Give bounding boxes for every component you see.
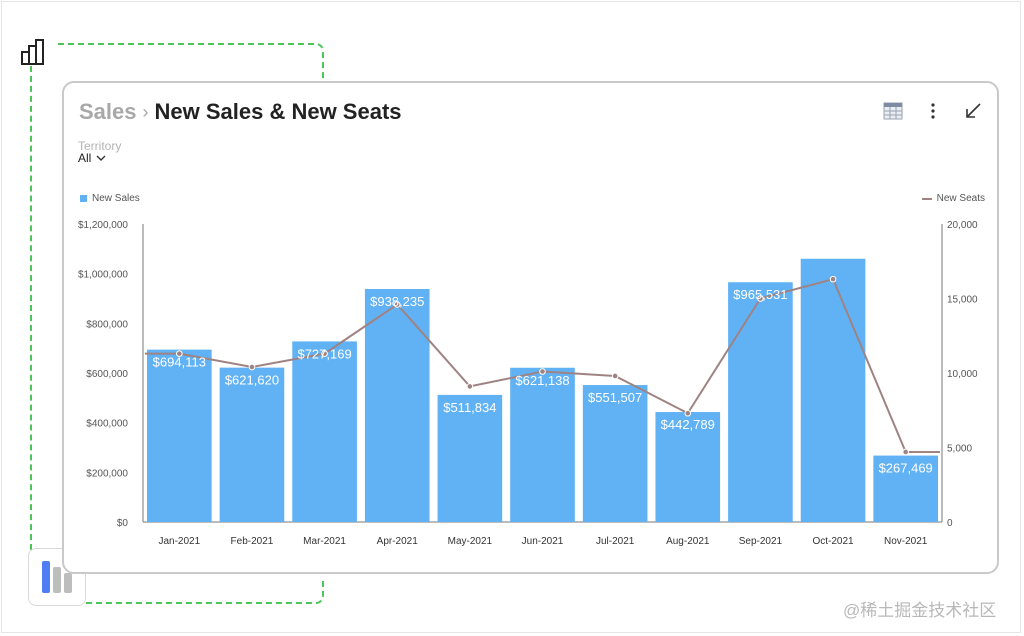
x-tick-label: Sep-2021: [739, 536, 783, 547]
territory-filter-label: Territory: [78, 139, 122, 153]
bar-new-sales: [728, 282, 793, 522]
data-label-new-sales: $727,169: [297, 346, 351, 361]
y-right-tick-label: 10,000: [947, 369, 978, 380]
legend-new-sales[interactable]: New Sales: [80, 193, 140, 204]
bar-new-sales: [873, 455, 938, 522]
point-new-seats: [248, 363, 256, 371]
point-new-seats: [757, 295, 764, 302]
chevron-down-icon: [96, 155, 106, 161]
point-new-seats: [684, 409, 692, 417]
y-left-tick-label: $600,000: [86, 369, 128, 380]
breadcrumb-sales[interactable]: Sales: [79, 99, 137, 124]
bar-new-sales: [147, 349, 212, 522]
bar-new-sales: [219, 367, 285, 522]
x-tick-label: Oct-2021: [812, 536, 854, 547]
arrow-collapse-icon[interactable]: [961, 99, 985, 123]
x-tick-label: May-2021: [448, 536, 493, 547]
legend-label-new-seats: New Seats: [936, 193, 985, 204]
bar-new-sales: [292, 341, 357, 522]
breadcrumb: Sales › New Sales & New Seats: [79, 97, 402, 127]
x-tick-label: Apr-2021: [377, 536, 419, 547]
y-left-tick-label: $0: [117, 518, 129, 529]
data-label-new-sales: $621,620: [225, 373, 279, 388]
territory-filter-value: All: [78, 151, 92, 165]
combo-chart: $0 $200,000 $400,000 $600,000 $800,000 $1,000…: [78, 220, 978, 547]
x-tick-label: Aug-2021: [666, 536, 710, 547]
data-label-new-sales: $511,834: [443, 400, 496, 415]
x-tick-label: Feb-2021: [231, 536, 274, 547]
y-left-tick-label: $1,000,000: [78, 270, 128, 281]
data-label-new-sales: $621,138: [515, 373, 569, 388]
x-tick-label: Mar-2021: [303, 536, 346, 547]
watermark: @稀土掘金技术社区: [843, 601, 997, 620]
territory-filter-dropdown[interactable]: All: [78, 151, 107, 165]
legend-swatch-bar: [80, 195, 87, 202]
point-new-seats: [539, 368, 546, 375]
x-tick-label: Jul-2021: [596, 536, 635, 547]
bar-new-sales: [655, 412, 721, 522]
y-right-tick-label: 0: [947, 518, 953, 529]
data-label-new-sales: $694,113: [153, 355, 206, 370]
y-right-tick-label: 20,000: [947, 220, 978, 231]
legend-swatch-line: [921, 197, 932, 200]
x-tick-label: Jun-2021: [522, 536, 564, 547]
bar-new-sales: [582, 385, 648, 522]
legend-new-seats[interactable]: New Seats: [921, 193, 985, 204]
table-view-icon[interactable]: [881, 99, 905, 123]
point-new-seats: [393, 301, 401, 308]
data-label-new-sales: $442,789: [661, 417, 715, 432]
connector-line-left: [30, 66, 32, 550]
y-right-tick-label: 5,000: [947, 444, 972, 455]
bar-new-sales: [510, 367, 575, 522]
point-new-seats: [829, 275, 837, 283]
bar-new-sales: [800, 258, 866, 522]
page-title: New Sales & New Seats: [154, 99, 402, 124]
data-label-new-sales: $965,531: [733, 287, 787, 302]
x-tick-label: Nov-2021: [884, 536, 928, 547]
breadcrumb-separator: ›: [142, 101, 149, 122]
bar-chart-app-icon[interactable]: [28, 548, 86, 606]
point-new-seats: [902, 448, 909, 456]
x-tick-label: Jan-2021: [158, 536, 200, 547]
data-label-new-sales: $267,469: [879, 461, 933, 476]
point-new-seats: [611, 372, 619, 380]
legend-label-new-sales: New Sales: [92, 193, 140, 204]
bar-new-sales: [437, 394, 503, 522]
point-new-seats: [176, 350, 183, 357]
more-vertical-icon[interactable]: [921, 99, 945, 123]
connector-line-bottom: [86, 578, 324, 604]
y-left-tick-label: $1,200,000: [78, 220, 128, 231]
y-left-tick-label: $800,000: [86, 319, 128, 330]
point-new-seats: [321, 350, 328, 357]
bar-chart-outline-icon[interactable]: [20, 38, 50, 66]
data-label-new-sales: $938,235: [370, 294, 424, 309]
y-left-tick-label: $400,000: [86, 419, 128, 430]
bar-new-sales: [364, 289, 430, 522]
connector-line-top: [58, 43, 324, 81]
data-label-new-sales: $551,507: [588, 390, 642, 405]
point-new-seats: [466, 383, 474, 390]
y-right-tick-label: 15,000: [947, 295, 978, 306]
y-left-tick-label: $200,000: [86, 468, 128, 479]
chart-card: Sales › New Sales & New Seats: [62, 81, 999, 574]
